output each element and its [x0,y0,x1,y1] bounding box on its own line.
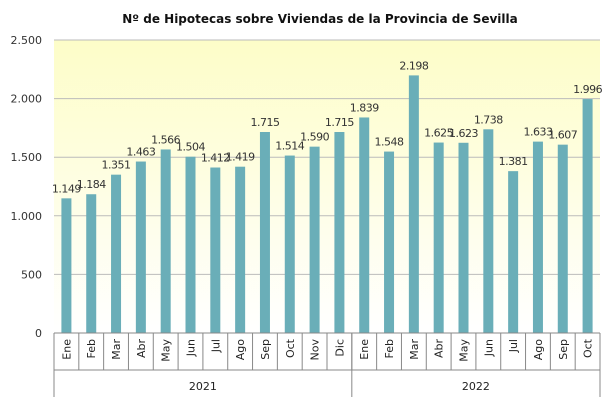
x-tick-label: Feb [85,339,98,358]
x-tick-label: Ago [234,339,247,361]
bar [433,142,444,333]
x-tick-label: May [160,339,173,362]
x-tick-label: Sep [557,339,570,360]
data-label: 1.590 [300,131,329,144]
x-tick-label: Jun [482,339,495,357]
bar [235,166,246,333]
y-tick-label: 2.500 [11,34,43,47]
bar [309,146,320,333]
bar [582,99,593,333]
bar [210,167,221,333]
x-tick-label: Nov [309,339,322,361]
bar [86,194,97,333]
bar [408,75,419,333]
group-label: 2021 [189,380,217,393]
data-label: 1.514 [275,140,304,153]
y-tick-label: 500 [21,268,42,281]
bar [284,155,295,333]
bar [185,156,196,333]
data-label: 1.715 [325,116,354,129]
bar [61,198,72,333]
x-tick-label: Jul [209,339,222,353]
bar [359,117,370,333]
x-tick-label: Abr [433,339,446,359]
group-label: 2022 [462,380,490,393]
x-tick-label: Feb [383,339,396,358]
x-tick-label: Jun [185,339,198,357]
data-label: 1.351 [102,159,131,172]
bar [259,132,270,333]
data-label: 1.839 [350,101,379,114]
bar [160,149,171,333]
y-tick-label: 1.500 [11,151,43,164]
data-label: 1.504 [176,141,205,154]
x-tick-label: Ene [60,339,73,360]
bar [334,132,345,333]
x-tick-label: Jul [507,339,520,353]
data-label: 1.463 [126,146,155,159]
x-tick-label: Dic [333,339,346,357]
x-tick-label: Mar [408,339,421,360]
data-label: 1.607 [548,129,577,142]
x-tick-label: May [458,339,471,362]
data-label: 1.149 [52,182,81,195]
x-tick-label: Oct [582,338,595,358]
bar [135,161,146,333]
y-tick-label: 1.000 [11,210,43,223]
x-tick-label: Abr [135,339,148,359]
x-tick-label: Mar [110,339,123,360]
bar [111,174,122,333]
data-label: 1.184 [77,178,106,191]
chart-title: Nº de Hipotecas sobre Viviendas de la Pr… [122,12,518,26]
data-label: 1.566 [151,133,180,146]
data-label: 1.412 [201,152,230,165]
data-label: 1.625 [424,127,453,140]
bar [458,142,469,333]
x-tick-label: Sep [259,339,272,360]
data-label: 1.715 [250,116,279,129]
data-label: 1.548 [375,136,404,149]
x-tick-label: Oct [284,338,297,358]
y-tick-label: 2.000 [11,93,43,106]
data-label: 1.623 [449,127,478,140]
data-label: 1.996 [573,83,602,96]
bar [508,171,519,333]
x-tick-label: Ago [532,339,545,361]
y-tick-label: 0 [35,327,42,340]
bar [384,151,395,333]
bar [532,141,543,333]
data-label: 1.381 [499,155,528,168]
data-label: 1.419 [226,151,255,164]
data-label: 1.633 [523,126,552,139]
bar [483,129,494,333]
data-label: 2.198 [399,59,428,72]
bar [557,144,568,333]
data-label: 1.738 [474,113,503,126]
x-tick-label: Ene [358,339,371,360]
